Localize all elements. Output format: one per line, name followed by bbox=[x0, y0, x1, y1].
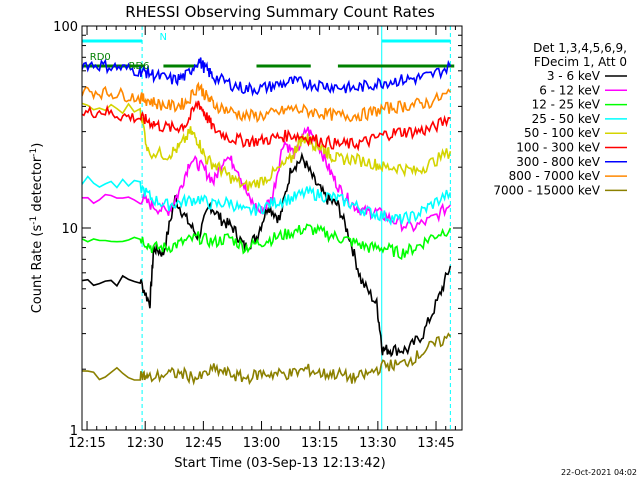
series-line bbox=[82, 126, 451, 233]
x-tick-label: 13:45 bbox=[417, 436, 454, 451]
x-tick-label: 13:15 bbox=[301, 436, 338, 451]
legend-entry-label: 800 - 7000 keV bbox=[509, 169, 601, 183]
x-tick-label: 13:00 bbox=[243, 436, 280, 451]
x-tick-label: 13:30 bbox=[359, 436, 396, 451]
annotation-label: RD0 bbox=[90, 52, 111, 63]
legend-header-line-1: Det 1,3,4,5,6,9, bbox=[533, 41, 627, 55]
legend: Det 1,3,4,5,6,9, FDecim 1, Att 0 3 - 6 k… bbox=[493, 41, 627, 197]
series-line bbox=[82, 175, 452, 226]
legend-header-line-2: FDecim 1, Att 0 bbox=[534, 55, 627, 69]
x-axis-label: Start Time (03-Sep-13 12:13:42) bbox=[174, 456, 385, 471]
series-line bbox=[82, 81, 452, 124]
legend-entry-label: 12 - 25 keV bbox=[532, 98, 601, 112]
y-axis-label-detector: detector bbox=[30, 156, 45, 216]
legend-entry-label: 100 - 300 keV bbox=[516, 141, 600, 155]
generation-date: 22-Oct-2021 04:02 bbox=[561, 468, 637, 477]
y-tick-label: 100 bbox=[53, 20, 78, 35]
y-axis-label-main: Count Rate (s bbox=[30, 225, 45, 314]
x-tick-label: 12:45 bbox=[185, 436, 222, 451]
legend-entry-label: 300 - 800 keV bbox=[516, 155, 600, 169]
legend-entry-label: 6 - 12 keV bbox=[539, 83, 601, 97]
y-axis-label-sup: -1 bbox=[29, 216, 39, 225]
legend-entry-label: 50 - 100 keV bbox=[524, 126, 601, 140]
legend-entry-label: 7000 - 15000 keV bbox=[493, 183, 600, 197]
series-line bbox=[82, 332, 452, 386]
series-line bbox=[82, 151, 452, 358]
legend-entry-label: 25 - 50 keV bbox=[532, 112, 601, 126]
x-axis: 12:15 12:30 12:45 13:00 13:15 13:30 13:45 bbox=[68, 26, 456, 451]
y-tick-label: 10 bbox=[61, 222, 78, 237]
series-line bbox=[82, 223, 452, 261]
series-line bbox=[82, 102, 452, 192]
y-axis-label-close: ) bbox=[30, 143, 45, 148]
y-tick-label: 1 bbox=[70, 424, 78, 439]
annotation-label: N bbox=[160, 32, 167, 43]
chart-title: RHESSI Observing Summary Count Rates bbox=[125, 3, 435, 21]
y-axis: 1 10 100 bbox=[53, 20, 462, 439]
x-tick-label: 12:15 bbox=[68, 436, 105, 451]
y-axis-label: Count Rate (s-1 detector-1) bbox=[29, 143, 45, 314]
y-axis-label-sup2: -1 bbox=[29, 148, 39, 157]
legend-entry-label: 3 - 6 keV bbox=[547, 69, 601, 83]
annotation-label: RD6 bbox=[129, 61, 150, 72]
series-line bbox=[82, 57, 452, 97]
series-line bbox=[82, 100, 451, 152]
series-group: RD0 RD6 N bbox=[82, 26, 455, 430]
plot-area: RD0 RD6 N bbox=[82, 26, 455, 430]
x-tick-label: 12:30 bbox=[126, 436, 163, 451]
